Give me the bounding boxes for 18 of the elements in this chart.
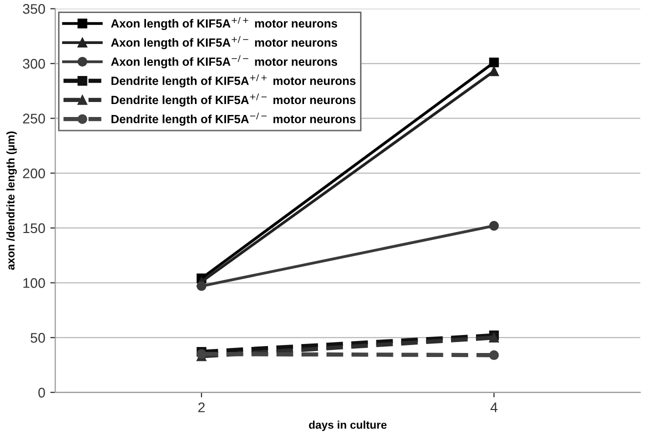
legend-label: Dendrite length of KIF5A$^{+/−}$ motor neurons: [112, 93, 356, 107]
legend-label: Axon length of KIF5A$^{−/−}$ motor neurons: [111, 55, 338, 68]
x-axis-title: days in culture: [309, 420, 387, 431]
x-tick-label: 2: [198, 402, 205, 412]
y-tick-label: 150: [23, 223, 45, 234]
legend-label: Axon length of KIF5A$^{+/−}$ motor neurons: [111, 36, 338, 50]
y-tick-label: 100: [23, 278, 45, 288]
y-tick-label: 300: [22, 58, 45, 69]
legend-label: Dendrite length of KIF5A$^{+/+}$ motor neurons: [112, 74, 356, 88]
legend-label: Dendrite length of KIF5A$^{−/−}$ motor neurons: [112, 112, 356, 126]
legend-label: Axon length of KIF5A$^{+/+}$ motor neurons: [111, 16, 338, 30]
y-tick-label: 50: [30, 332, 45, 343]
x-tick-label: 4: [490, 402, 498, 412]
y-tick-label: 350: [22, 4, 45, 14]
y-tick-label: 0: [38, 388, 45, 398]
y-tick-label: 200: [23, 168, 45, 178]
y-axis-title: axon /dendrite length (µm): [6, 132, 17, 270]
y-tick-label: 250: [23, 114, 45, 124]
